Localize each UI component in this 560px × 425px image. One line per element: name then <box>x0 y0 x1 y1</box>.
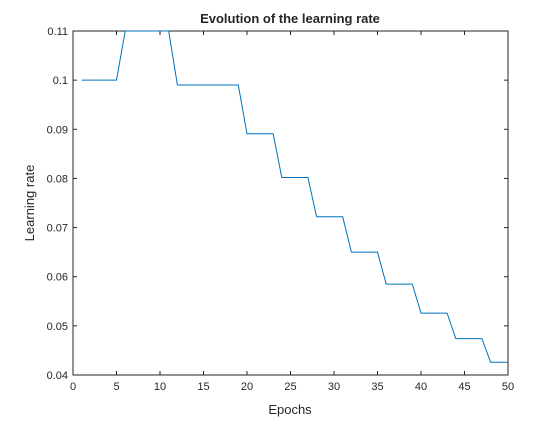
y-tick-label: 0.04 <box>47 370 68 382</box>
y-axis-ticks: 0.04 0.05 0.06 0.07 0.08 0.09 0.1 0.11 <box>47 26 508 382</box>
y-axis-label: Learning rate <box>22 165 37 242</box>
x-tick-label: 15 <box>197 381 209 393</box>
x-tick-label: 25 <box>284 381 296 393</box>
y-tick-label: 0.06 <box>47 272 68 284</box>
x-axis-ticks: 0 5 10 15 20 25 30 35 40 45 50 <box>70 31 514 393</box>
plot-area <box>72 30 509 376</box>
y-tick-label: 0.08 <box>47 173 68 185</box>
x-axis-label: Epochs <box>268 402 312 417</box>
x-tick-label: 20 <box>241 381 253 393</box>
x-tick-label: 40 <box>415 381 427 393</box>
y-tick-label: 0.09 <box>47 124 68 136</box>
x-tick-label: 10 <box>154 381 166 393</box>
y-tick-label: 0.1 <box>53 75 68 87</box>
x-tick-label: 50 <box>502 381 514 393</box>
y-tick-label: 0.07 <box>47 223 68 235</box>
x-tick-label: 45 <box>458 381 470 393</box>
y-tick-label: 0.11 <box>47 26 68 38</box>
x-tick-label: 0 <box>70 381 76 393</box>
x-tick-label: 35 <box>371 381 383 393</box>
x-tick-label: 5 <box>113 381 119 393</box>
x-tick-label: 30 <box>328 381 340 393</box>
y-tick-label: 0.05 <box>47 321 68 333</box>
chart-title: Evolution of the learning rate <box>200 11 380 26</box>
series-group <box>81 30 508 363</box>
learning-rate-line <box>81 30 508 363</box>
